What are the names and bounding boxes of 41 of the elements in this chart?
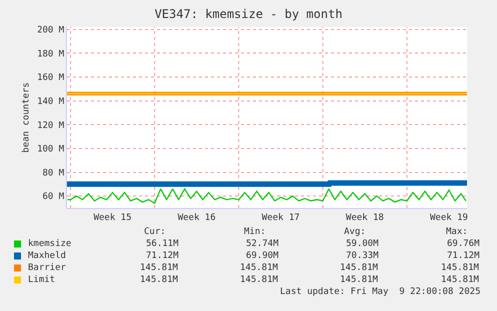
text: 145.81M	[140, 263, 179, 273]
x-tick-label: Week 19	[430, 212, 468, 223]
x-tick-label: Week 16	[178, 212, 216, 223]
text: 145.81M	[240, 275, 279, 285]
text: 69.76M	[447, 239, 480, 249]
text: 71.12M	[146, 251, 180, 261]
y-tick-label: 100 M	[37, 144, 65, 155]
legend-label: kmemsize	[28, 239, 72, 249]
text: 71.12M	[447, 251, 480, 261]
text: 145.81M	[441, 263, 480, 273]
text: 145.81M	[240, 263, 279, 273]
legend-label: Barrier	[28, 263, 67, 273]
y-tick-label: 140 M	[37, 96, 65, 107]
y-tick-label: 80 M	[42, 168, 65, 178]
chart-title: VE347: kmemsize - by month	[154, 7, 342, 22]
y-tick-label: 160 M	[37, 73, 65, 84]
text: 56.11M	[146, 239, 180, 249]
text: 145.81M	[140, 275, 179, 285]
text: Max:	[446, 227, 468, 237]
text: 145.81M	[340, 275, 379, 285]
x-tick-label: Week 18	[346, 212, 384, 223]
text: 145.81M	[441, 275, 480, 285]
y-tick-label: 60 M	[42, 192, 65, 202]
text: 145.81M	[340, 263, 379, 273]
text: 59.00M	[346, 239, 380, 249]
legend-label: Limit	[28, 275, 56, 285]
text: Avg:	[344, 227, 366, 237]
text: 52.74M	[246, 239, 280, 249]
y-tick-label: 200 M	[37, 26, 65, 36]
text: Min:	[244, 227, 266, 237]
text: 69.90M	[246, 251, 280, 261]
y-axis-title: bean counters	[21, 82, 32, 153]
text: Last update: Fri May 9 22:00:08 2025	[280, 287, 480, 297]
text: 70.33M	[346, 251, 380, 261]
line-series	[67, 188, 467, 204]
legend-label: Maxheld	[28, 251, 66, 261]
x-tick-label: Week 15	[94, 212, 132, 223]
x-tick-label: Week 17	[262, 212, 300, 223]
y-tick-label: 180 M	[37, 49, 65, 60]
y-tick-label: 120 M	[37, 120, 65, 131]
text: Cur:	[144, 227, 166, 237]
